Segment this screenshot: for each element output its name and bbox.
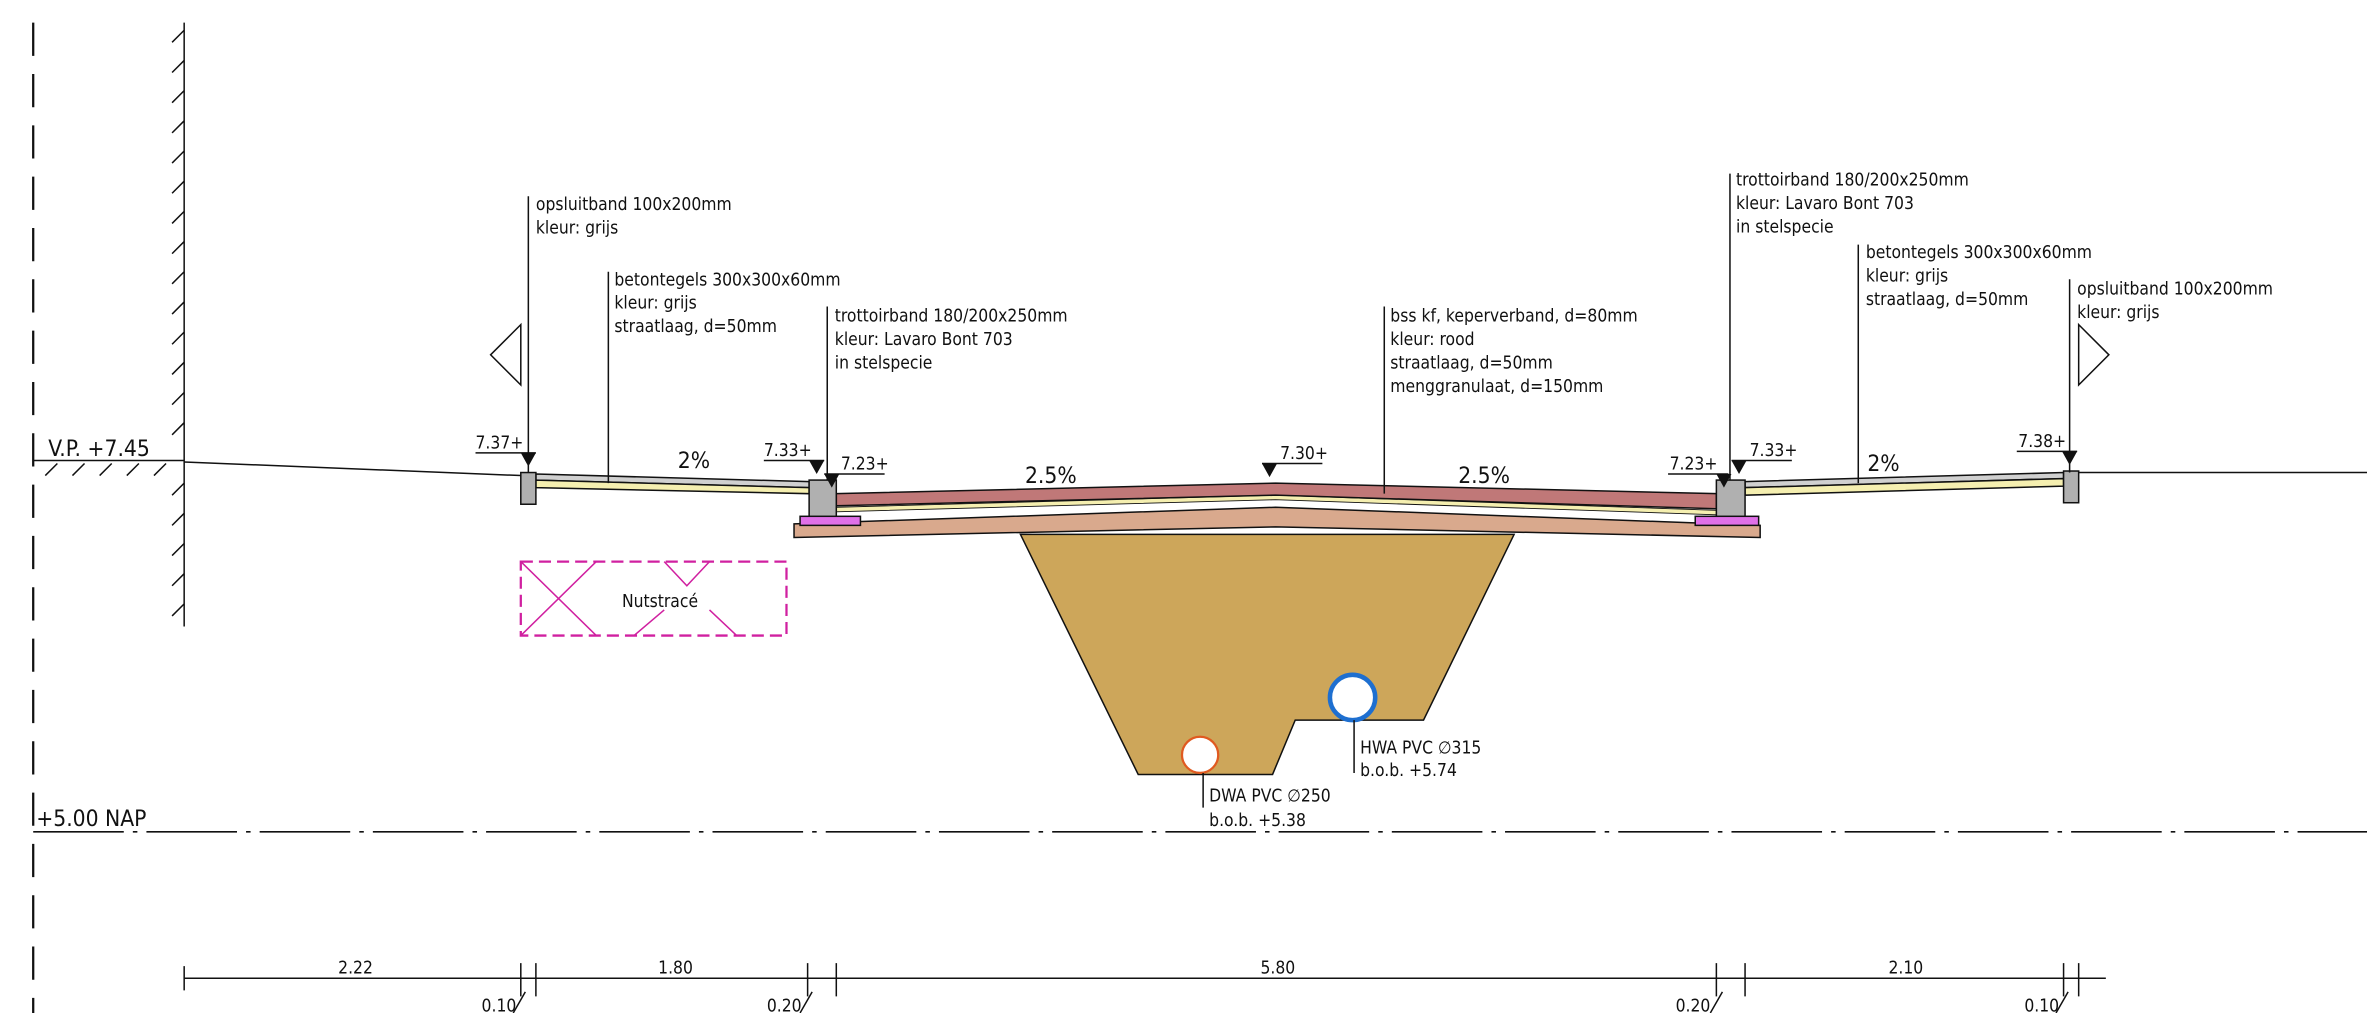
annotation-line: betontegels 300x300x60mm	[1866, 243, 2092, 263]
dimension: 2.10	[1888, 959, 1923, 979]
annotation-line: straatlaag, d=50mm	[1866, 290, 2029, 310]
level: 7.23+	[841, 455, 889, 475]
pipe-label: b.o.b. +5.38	[1209, 811, 1306, 831]
annotation-line: betontegels 300x300x60mm	[614, 270, 840, 290]
annotation-line: trottoirband 180/200x250mm	[1736, 171, 1969, 191]
annotation-line: kleur: grijs	[1866, 267, 1948, 287]
datum-label: +5.00 NAP	[36, 806, 146, 832]
level: 7.37+	[476, 433, 524, 453]
datum-label: V.P. +7.45	[48, 436, 150, 462]
cross-section: V.P. +7.45 +5.00 NAP 7.37+ 7.33+ 7.23+ 7…	[0, 0, 2367, 1013]
dimension: 0.10	[482, 996, 517, 1013]
dimension: 0.20	[767, 996, 802, 1013]
annotation-line: trottoirband 180/200x250mm	[835, 307, 1068, 327]
level: 7.38+	[2018, 432, 2066, 452]
annotation-line: in stelspecie	[1736, 218, 1834, 238]
level: 7.30+	[1280, 444, 1328, 464]
annotation-line: kleur: grijs	[536, 218, 618, 238]
level: 7.33+	[1750, 441, 1798, 461]
annotation-line: kleur: Lavaro Bont 703	[835, 330, 1013, 350]
level: 7.23+	[1670, 455, 1718, 475]
annotation-line: straatlaag, d=50mm	[1390, 353, 1553, 373]
zone-label: Nutstracé	[622, 592, 698, 612]
annotation-line: kleur: Lavaro Bont 703	[1736, 194, 1914, 214]
annotation-line: opsluitband 100x200mm	[2077, 279, 2273, 299]
slope: 2.5%	[1458, 463, 1510, 489]
annotation-line: in stelspecie	[835, 353, 933, 373]
level: 7.33+	[764, 441, 812, 461]
annotation-line: bss kf, keperverband, d=80mm	[1390, 307, 1637, 327]
dimension: 1.80	[658, 959, 693, 979]
dimension: 0.10	[2024, 996, 2059, 1013]
slope: 2%	[678, 448, 710, 474]
structure	[491, 325, 2109, 775]
annotation-line: kleur: grijs	[614, 294, 696, 314]
annotation-line: straatlaag, d=50mm	[614, 317, 777, 337]
dimension: 2.22	[338, 959, 373, 979]
annotation-line: kleur: grijs	[2077, 303, 2159, 323]
pipe-label: b.o.b. +5.74	[1360, 761, 1457, 781]
dimension-line	[184, 963, 2106, 1013]
pipe-label: HWA PVC ∅315	[1360, 738, 1481, 758]
dimension: 0.20	[1676, 996, 1711, 1013]
annotation-line: menggranulaat, d=150mm	[1390, 377, 1603, 397]
dimension: 5.80	[1260, 959, 1295, 979]
slope: 2%	[1867, 451, 1899, 477]
annotations: opsluitband 100x200mm kleur: grijs betonte…	[536, 171, 2273, 397]
slope: 2.5%	[1025, 463, 1077, 489]
pipe-label: DWA PVC ∅250	[1209, 787, 1331, 807]
annotation-line: kleur: rood	[1390, 330, 1474, 350]
annotation-line: opsluitband 100x200mm	[536, 195, 732, 215]
